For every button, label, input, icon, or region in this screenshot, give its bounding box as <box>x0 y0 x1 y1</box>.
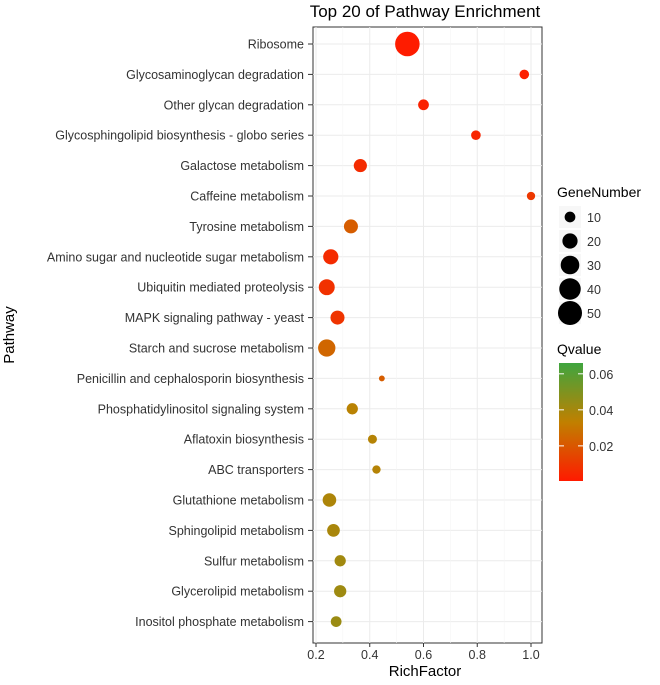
x-axis-label: RichFactor <box>389 663 462 680</box>
grid <box>313 27 542 643</box>
x-tick-label: 1.0 <box>522 648 539 662</box>
data-point <box>519 69 530 80</box>
colorbar-label: 0.06 <box>589 368 613 382</box>
y-tick-label: Tyrosine metabolism <box>189 220 304 234</box>
chart-title: Top 20 of Pathway Enrichment <box>310 2 541 21</box>
size-legend-label: 30 <box>587 259 601 273</box>
y-tick-label: Ribosome <box>248 38 304 52</box>
y-tick-label: Galactose metabolism <box>180 159 304 173</box>
data-point <box>323 249 339 265</box>
y-tick-label: Ubiquitin mediated proteolysis <box>137 281 304 295</box>
y-tick-label: Caffeine metabolism <box>190 190 304 204</box>
y-axis-label: Pathway <box>1 306 18 364</box>
y-tick-label: Sulfur metabolism <box>204 554 304 568</box>
y-tick-label: Glycosaminoglycan degradation <box>126 68 304 82</box>
color-legend: Qvalue 0.06 0.04 0.02 <box>557 341 613 481</box>
y-tick-label: Glutathione metabolism <box>173 494 304 508</box>
plot-panel <box>312 26 543 644</box>
y-tick-label: Glycerolipid metabolism <box>171 585 304 599</box>
colorbar-label: 0.04 <box>589 404 613 418</box>
data-point <box>418 99 429 111</box>
data-point <box>318 339 336 357</box>
size-legend-label: 50 <box>587 307 601 321</box>
data-point <box>318 279 335 296</box>
y-tick-label: Glycosphingolipid biosynthesis - globo s… <box>55 129 304 143</box>
data-point <box>372 465 381 474</box>
size-legend-dot <box>564 211 576 223</box>
data-point <box>343 219 358 234</box>
data-point <box>395 31 420 57</box>
data-point <box>330 310 345 325</box>
y-tick-labels: Ribosome Glycosaminoglycan degradation Oth… <box>47 38 313 629</box>
size-legend-title: GeneNumber <box>557 184 641 200</box>
x-tick-label: 0.8 <box>469 648 486 662</box>
data-point <box>334 555 346 567</box>
data-point <box>346 403 358 415</box>
data-point <box>367 434 377 444</box>
size-legend-dot <box>562 233 578 249</box>
size-legend-label: 20 <box>587 235 601 249</box>
y-tick-label: Aflatoxin biosynthesis <box>184 433 304 447</box>
y-tick-label: Penicillin and cephalosporin biosynthesi… <box>77 372 304 386</box>
data-point <box>327 524 340 537</box>
size-legend-dot <box>557 300 583 326</box>
x-ticks: 0.2 0.4 0.6 0.8 1.0 <box>307 643 540 662</box>
x-tick-label: 0.6 <box>415 648 432 662</box>
x-tick-label: 0.4 <box>361 648 378 662</box>
qvalue-colorbar <box>559 363 583 481</box>
y-tick-label: Phosphatidylinositol signaling system <box>98 402 304 416</box>
data-point <box>378 375 385 382</box>
points <box>318 31 536 627</box>
color-legend-title: Qvalue <box>557 341 602 357</box>
data-point <box>334 585 347 598</box>
size-legend-label: 10 <box>587 211 601 225</box>
size-legend-dot <box>560 255 580 275</box>
data-point <box>330 616 342 627</box>
x-tick-label: 0.2 <box>307 648 324 662</box>
y-tick-label: Inositol phosphate metabolism <box>135 615 304 629</box>
y-tick-label: Amino sugar and nucleotide sugar metabol… <box>47 250 304 264</box>
colorbar-label: 0.02 <box>589 440 613 454</box>
size-legend-label: 40 <box>587 283 601 297</box>
data-point <box>471 130 481 141</box>
size-legend: GeneNumber 10 20 30 40 50 <box>557 184 641 326</box>
y-tick-label: ABC transporters <box>208 463 304 477</box>
data-point <box>526 191 536 201</box>
data-point <box>322 493 337 507</box>
y-tick-label: Other glycan degradation <box>164 98 304 112</box>
y-tick-label: MAPK signaling pathway - yeast <box>125 311 305 325</box>
y-tick-label: Starch and sucrose metabolism <box>129 342 304 356</box>
size-legend-dot <box>559 278 581 300</box>
y-tick-label: Sphingolipid metabolism <box>169 524 305 538</box>
data-point <box>353 159 367 173</box>
